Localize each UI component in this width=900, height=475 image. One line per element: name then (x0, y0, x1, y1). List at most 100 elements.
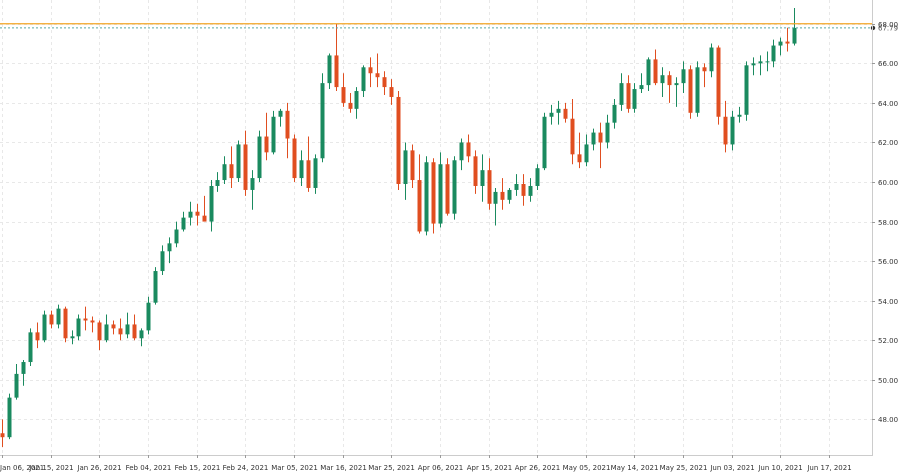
candle-body (348, 102, 353, 109)
candle-body (28, 332, 33, 363)
candle-body (236, 144, 241, 179)
candle-body (70, 336, 75, 339)
candle-body (500, 191, 505, 200)
x-tick-label: Jan 26, 2021 (76, 464, 121, 472)
x-tick-label: Jan 15, 2021 (28, 464, 73, 472)
candle-body (104, 324, 109, 341)
candle-body (785, 41, 790, 44)
candle-body (452, 160, 457, 214)
current-price-label: 67.79 (878, 24, 898, 32)
candle-body (431, 162, 436, 224)
candle-body (341, 87, 346, 103)
candle-body (709, 47, 714, 72)
x-tick-label: Jun 10, 2021 (757, 464, 802, 472)
candle-body (702, 67, 707, 72)
candle-body (716, 47, 721, 117)
candle-body (306, 160, 311, 188)
candle-body (76, 318, 81, 337)
candle-body (695, 67, 700, 113)
candle-body (730, 116, 735, 145)
candle-body (396, 96, 401, 185)
candle-body (264, 136, 269, 153)
candle-body (473, 156, 478, 186)
candle-body (14, 373, 19, 398)
candle-body (167, 243, 172, 252)
x-tick-label: May 05, 2021 (563, 464, 611, 472)
y-tick-label: 52.00 (878, 337, 898, 345)
candle-body (646, 59, 651, 86)
x-tick-label: Apr 06, 2021 (418, 464, 464, 472)
candle-body (285, 110, 290, 139)
candle-body (438, 164, 443, 224)
candle-body (521, 184, 526, 196)
y-tick-label: 50.00 (878, 377, 898, 385)
candle-body (97, 322, 102, 341)
candle-body (42, 314, 47, 341)
candle-body (334, 55, 339, 88)
candle-body (153, 271, 158, 303)
candle-body (563, 108, 568, 119)
y-tick-label: 48.00 (878, 416, 898, 424)
candle-body (354, 91, 359, 109)
candle-body (56, 308, 61, 325)
candle-body (751, 63, 756, 66)
candle-body (507, 189, 512, 200)
candle-body (765, 61, 770, 63)
candle-body (591, 132, 596, 145)
candle-body (278, 110, 283, 117)
candle-body (570, 118, 575, 155)
x-tick-label: Jun 03, 2021 (709, 464, 754, 472)
candle-body (632, 89, 637, 109)
x-tick-label: Mar 25, 2021 (368, 464, 415, 472)
y-axis: 48.00 50.00 52.00 54.00 56.00 58.00 60.00 62.00… (872, 21, 898, 424)
candle-body (626, 83, 631, 109)
candle-body (667, 75, 672, 86)
x-tick-label: Feb 24, 2021 (223, 464, 269, 472)
candle-body (653, 59, 658, 84)
candle-body (327, 55, 332, 84)
candle-body (146, 302, 151, 331)
candle-body (0, 433, 5, 438)
candle-body (202, 215, 207, 222)
y-tick-label: 60.00 (878, 179, 898, 187)
candle-body (229, 164, 234, 179)
candle-body (160, 251, 165, 272)
y-tick-label: 64.00 (878, 100, 898, 108)
x-tick-label: May 25, 2021 (660, 464, 708, 472)
candle-body (382, 77, 387, 88)
candle-body (528, 185, 533, 196)
x-tick-label: May 14, 2021 (611, 464, 659, 472)
candle-body (778, 41, 783, 46)
candle-body (758, 61, 763, 64)
candle-body (681, 69, 686, 84)
candle-body (375, 73, 380, 78)
y-tick-label: 62.00 (878, 139, 898, 147)
x-tick-label: Mar 05, 2021 (271, 464, 318, 472)
candle-body (313, 158, 318, 188)
candle-body (493, 191, 498, 204)
candle-body (744, 65, 749, 115)
candle-body (250, 178, 255, 190)
candle-body (368, 67, 373, 74)
candle-body (487, 170, 492, 204)
candle-body (771, 45, 776, 62)
candle-body (215, 180, 220, 186)
candle-body (466, 142, 471, 157)
candle-body (320, 83, 325, 159)
candle-body (445, 164, 450, 214)
candle-body (389, 87, 394, 97)
candle-body (584, 144, 589, 163)
candle-body (660, 75, 665, 84)
candle-body (181, 217, 186, 230)
candle-body (674, 83, 679, 86)
candle-body (619, 83, 624, 105)
candle-body (410, 150, 415, 181)
candle-body (688, 69, 693, 113)
candle-body (139, 330, 144, 339)
candle-body (480, 170, 485, 186)
x-tick-label: Jan 06, 2021 (0, 464, 44, 472)
candle-body (118, 328, 123, 335)
candle-body (459, 142, 464, 161)
candle-body (209, 185, 214, 222)
